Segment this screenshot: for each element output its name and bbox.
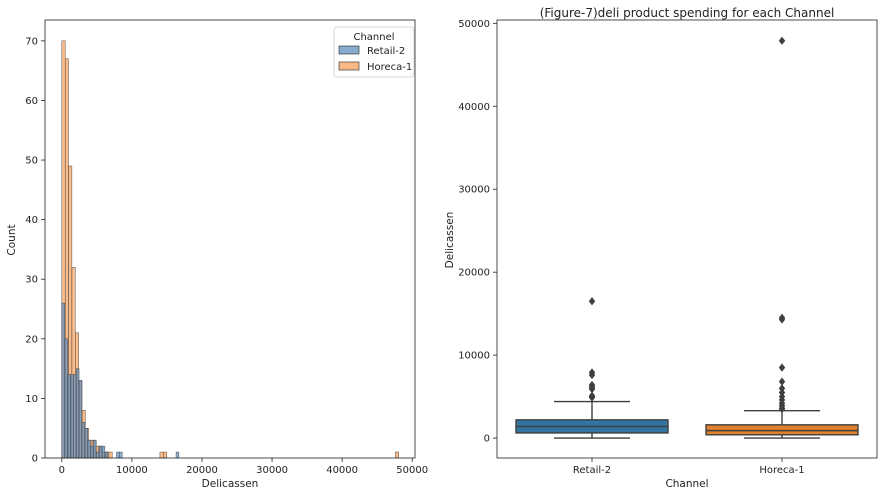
hist-y-tick-label: 20 (25, 334, 38, 345)
boxplot-x-ticks: Retail-2 Horeca-1 (573, 458, 805, 476)
histogram-bars (61, 40, 399, 459)
hist-y-tick-label: 40 (25, 215, 38, 226)
box-y-tick-label: 0 (484, 434, 490, 445)
legend-label-retail-2: Retail-2 (367, 46, 405, 57)
hist-x-tick-label: 0 (59, 465, 65, 476)
boxplot-y-axis-label: Delicassen (444, 212, 456, 269)
hist-bar-horeca-1 (108, 451, 113, 459)
box-outlier-retail-2 (588, 393, 596, 402)
histogram-plot-frame (44, 19, 416, 459)
box-y-tick-label: 30000 (458, 185, 490, 196)
hist-y-tick-label: 50 (25, 156, 38, 167)
hist-x-tick-label: 30000 (256, 465, 288, 476)
box-outlier-retail-2 (588, 370, 596, 380)
hist-bar-horeca-1 (159, 451, 164, 459)
histogram-y-axis-label: Count (6, 224, 18, 255)
box-y-tick-label: 20000 (458, 268, 490, 279)
legend-swatch-horeca-1 (338, 61, 360, 71)
hist-bar-retail-2 (96, 451, 100, 459)
hist-bar-retail-2 (90, 445, 94, 459)
histogram-legend: Channel Retail-2 Horeca-1 (333, 26, 415, 78)
boxplot-y-ticks: 0 10000 20000 30000 40000 50000 (458, 19, 497, 445)
hist-bar-retail-2 (101, 445, 106, 459)
hist-bar-retail-2 (175, 451, 180, 459)
hist-bar-retail-2 (78, 380, 83, 459)
hist-x-tick-label: 20000 (186, 465, 218, 476)
box-outlier-horeca-1 (778, 377, 786, 386)
hist-bar-retail-2 (116, 451, 120, 459)
box-x-tick-label: Retail-2 (573, 465, 611, 476)
histogram-y-ticks: 0 10 20 30 40 50 60 70 (25, 36, 45, 465)
hist-y-tick-label: 70 (25, 36, 38, 47)
hist-bar-horeca-1 (395, 451, 399, 459)
boxplot-plot-frame (496, 19, 878, 459)
boxplot-title: (Figure-7)deli product spending for each… (540, 6, 835, 20)
boxplot-panel: (Figure-7)deli product spending for each… (444, 6, 878, 490)
hist-y-tick-label: 30 (25, 275, 38, 286)
hist-bar-retail-2 (61, 302, 65, 459)
hist-bar-horeca-1 (163, 451, 167, 459)
box-x-tick-label: Horeca-1 (759, 465, 804, 476)
box-outlier-horeca-1 (778, 36, 786, 45)
box-outlier-horeca-1 (778, 404, 786, 414)
histogram-x-ticks: 0 10000 20000 30000 40000 50000 (59, 458, 428, 476)
hist-bar-retail-2 (67, 374, 71, 459)
hist-bar-retail-2 (84, 428, 88, 459)
hist-bar-retail-2 (70, 374, 74, 459)
boxplot-x-axis-label: Channel (665, 478, 708, 490)
hist-y-tick-label: 10 (25, 394, 38, 405)
legend-label-horeca-1: Horeca-1 (367, 62, 412, 73)
histogram-x-axis-label: Delicassen (202, 478, 259, 490)
hist-bar-retail-2 (64, 338, 68, 459)
boxplot-marks (515, 36, 859, 439)
hist-bar-retail-2 (98, 445, 103, 459)
box-y-tick-label: 40000 (458, 102, 490, 113)
hist-bar-retail-2 (104, 451, 108, 459)
hist-bar-retail-2 (81, 422, 86, 459)
box-body-horeca-1 (705, 424, 859, 436)
hist-bar-retail-2 (93, 439, 97, 459)
box-y-tick-label: 10000 (458, 351, 490, 362)
box-outlier-horeca-1 (778, 363, 786, 372)
box-outlier-horeca-1 (778, 315, 786, 324)
hist-bar-retail-2 (87, 439, 91, 459)
hist-bar-retail-2 (119, 451, 123, 459)
box-y-tick-label: 50000 (458, 19, 490, 30)
legend-title: Channel (353, 32, 394, 43)
box-outlier-retail-2 (588, 297, 596, 306)
hist-x-tick-label: 40000 (326, 465, 358, 476)
hist-x-tick-label: 10000 (116, 465, 148, 476)
hist-x-tick-label: 50000 (396, 465, 428, 476)
histogram-panel: 0 10000 20000 30000 40000 50000 0 10 20 30 40 50 60… (6, 19, 428, 490)
box-outlier-retail-2 (588, 384, 596, 394)
hist-y-tick-label: 60 (25, 96, 38, 107)
legend-swatch-retail-2 (338, 45, 360, 55)
hist-bar-retail-2 (75, 368, 80, 459)
hist-bar-retail-2 (73, 374, 77, 459)
hist-y-tick-label: 0 (32, 454, 38, 465)
